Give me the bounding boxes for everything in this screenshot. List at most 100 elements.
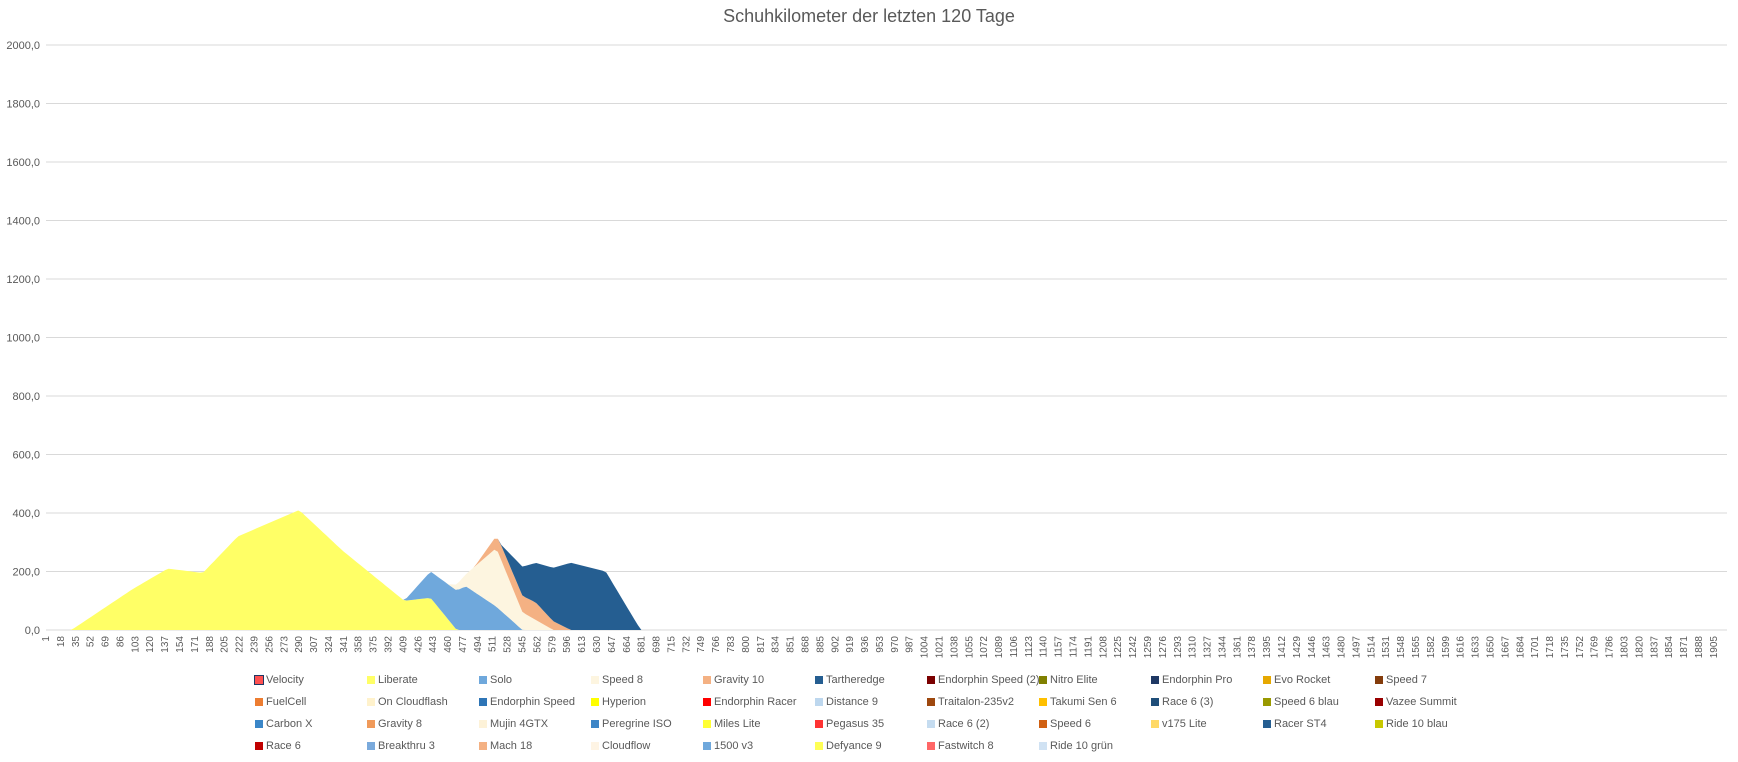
x-tick-label: 103 — [130, 636, 141, 653]
legend-swatch — [1375, 720, 1383, 728]
x-tick-label: 868 — [800, 636, 811, 653]
x-tick-label: 766 — [711, 636, 722, 653]
legend-swatch — [815, 698, 823, 706]
x-tick-label: 1429 — [1292, 636, 1303, 659]
x-tick-label: 885 — [815, 636, 826, 653]
legend-item: Gravity 8 — [367, 716, 479, 732]
legend-item: Endorphin Racer — [703, 694, 815, 710]
x-tick-label: 35 — [71, 636, 82, 648]
x-tick-label: 120 — [145, 636, 156, 653]
x-tick-label: 987 — [905, 636, 916, 653]
x-tick-label: 834 — [771, 636, 782, 653]
legend-item: Endorphin Pro — [1151, 672, 1263, 688]
y-tick-label: 1200,0 — [6, 274, 40, 286]
legend-swatch — [479, 676, 487, 684]
gridlines — [46, 44, 1727, 631]
x-tick-label: 936 — [860, 636, 871, 653]
legend-swatch — [927, 720, 935, 728]
x-tick-label: 426 — [413, 636, 424, 653]
legend-item: Velocity — [254, 672, 367, 688]
legend-swatch — [255, 742, 263, 750]
x-tick-label: 1531 — [1381, 636, 1392, 659]
x-tick-label: 902 — [830, 636, 841, 653]
y-tick-label: 400,0 — [12, 508, 40, 520]
x-tick-label: 613 — [577, 636, 588, 653]
x-tick-label: 341 — [339, 636, 350, 653]
legend-item: Solo — [479, 672, 591, 688]
y-tick-label: 0,0 — [25, 625, 40, 637]
x-tick-label: 1276 — [1158, 636, 1169, 659]
legend-label: Endorphin Speed (2) — [938, 674, 1040, 686]
legend-item: Speed 7 — [1375, 672, 1487, 688]
legend-item: Mujin 4GTX — [479, 716, 591, 732]
x-tick-label: 749 — [696, 636, 707, 653]
legend-item: Ride 10 blau — [1375, 716, 1487, 732]
x-tick-label: 1089 — [994, 636, 1005, 659]
legend-swatch — [479, 742, 487, 750]
x-tick-label: 290 — [294, 636, 305, 653]
x-tick-label: 1378 — [1247, 636, 1258, 659]
legend-label: Takumi Sen 6 — [1050, 696, 1117, 708]
legend-swatch — [927, 676, 935, 684]
x-tick-label: 358 — [354, 636, 365, 653]
legend-swatch — [1039, 676, 1047, 684]
x-tick-label: 1480 — [1337, 636, 1348, 659]
x-tick-label: 919 — [845, 636, 856, 653]
legend: Velocity Liberate Solo Speed 8 Gravity 10 Tar… — [254, 672, 1495, 754]
legend-item: Breakthru 3 — [367, 738, 479, 754]
x-tick-label: 1242 — [1128, 636, 1139, 659]
legend-swatch — [815, 676, 823, 684]
y-tick-label: 200,0 — [12, 567, 40, 579]
x-tick-label: 1514 — [1366, 636, 1377, 659]
x-tick-label: 324 — [324, 636, 335, 653]
legend-label: Liberate — [378, 674, 418, 686]
legend-label: 1500 v3 — [714, 740, 754, 752]
legend-label: Gravity 8 — [378, 718, 423, 730]
legend-label: Speed 8 — [602, 674, 643, 686]
legend-label: Velocity — [266, 674, 304, 686]
x-tick-label: 1174 — [1069, 636, 1080, 658]
y-tick-label: 600,0 — [12, 450, 40, 462]
legend-label: Carbon X — [266, 718, 313, 730]
x-tick-label: 188 — [205, 636, 216, 653]
x-tick-label: 732 — [681, 636, 692, 653]
x-tick-label: 1106 — [1009, 636, 1020, 658]
x-tick-label: 1650 — [1485, 636, 1496, 659]
x-tick-label: 1701 — [1530, 636, 1541, 659]
legend-item: Race 6 (2) — [927, 716, 1039, 732]
legend-swatch — [591, 676, 599, 684]
y-tick-label: 800,0 — [12, 391, 40, 403]
legend-swatch — [703, 698, 711, 706]
x-tick-label: 953 — [875, 636, 886, 653]
x-tick-label: 1548 — [1396, 636, 1407, 659]
x-tick-label: 1888 — [1694, 636, 1705, 659]
y-tick-label: 2000,0 — [6, 40, 40, 52]
x-tick-label: 562 — [532, 636, 543, 653]
x-tick-label: 1837 — [1649, 636, 1660, 659]
x-tick-label: 851 — [786, 636, 797, 653]
legend-item: Endorphin Speed (2) — [927, 672, 1040, 688]
legend-item: Distance 9 — [815, 694, 927, 710]
x-tick-label: 307 — [309, 636, 320, 653]
legend-item: Peregrine ISO — [591, 716, 703, 732]
x-tick-label: 1667 — [1500, 636, 1511, 659]
legend-label: Hyperion — [602, 696, 647, 708]
legend-item: Speed 6 — [1039, 716, 1151, 732]
x-tick-label: 1752 — [1575, 636, 1586, 659]
x-tick-label: 1769 — [1590, 636, 1601, 659]
x-tick-label: 477 — [458, 636, 469, 653]
x-tick-label: 205 — [220, 636, 231, 653]
legend-item: On Cloudflash — [367, 694, 479, 710]
x-tick-label: 222 — [235, 636, 246, 653]
x-tick-label: 52 — [86, 636, 97, 648]
legend-label: Race 6 (2) — [938, 718, 990, 730]
legend-swatch — [815, 742, 823, 750]
legend-label: Fastwitch 8 — [938, 740, 994, 752]
legend-label: Distance 9 — [826, 696, 878, 708]
legend-label: Gravity 10 — [714, 674, 765, 686]
x-tick-label: 817 — [756, 636, 767, 653]
x-tick-label: 1293 — [1173, 636, 1184, 659]
legend-label: Nitro Elite — [1050, 674, 1098, 686]
legend-label: Cloudflow — [602, 740, 651, 752]
legend-label: Mach 18 — [490, 740, 533, 752]
